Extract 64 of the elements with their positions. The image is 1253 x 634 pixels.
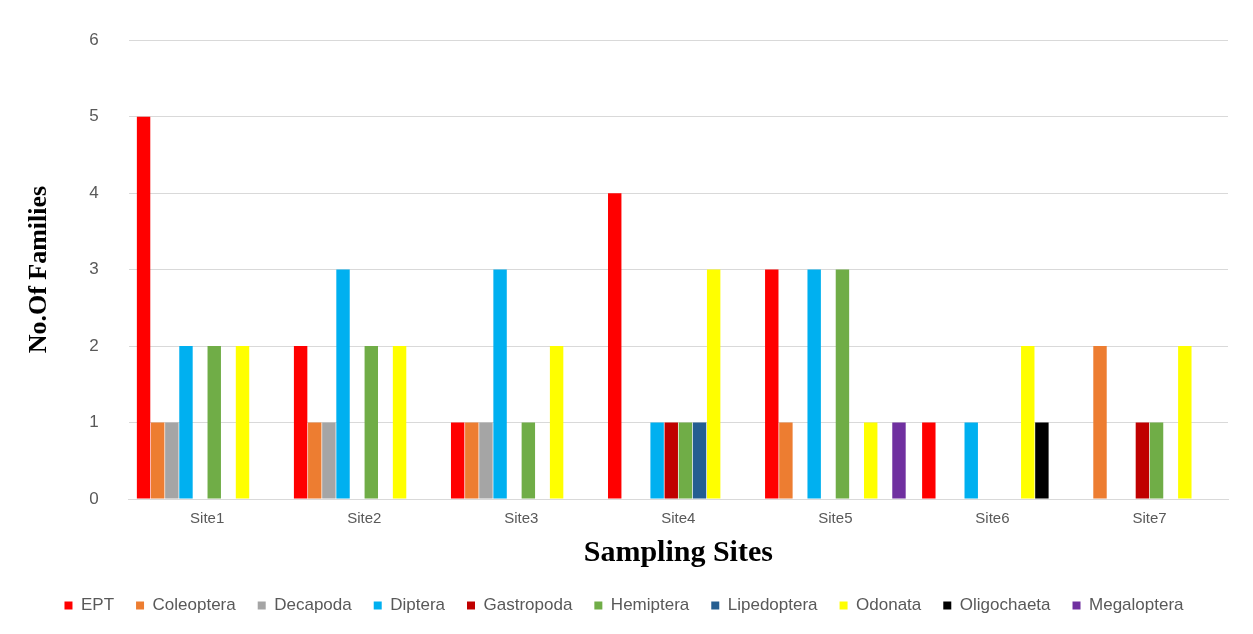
bar (964, 422, 978, 499)
y-tick-label: 2 (89, 335, 99, 355)
legend-label: Gastropoda (483, 595, 573, 615)
y-tick-label: 4 (89, 182, 99, 202)
bar (706, 269, 721, 499)
legend-label: Odonata (856, 595, 922, 615)
bar (521, 422, 536, 499)
bar (450, 422, 465, 499)
bar (136, 116, 151, 499)
x-axis-title: Sampling Sites (583, 533, 773, 567)
x-tick-label: Site6 (975, 509, 1010, 527)
x-tick-label: Site1 (190, 509, 225, 527)
bar (493, 269, 507, 499)
bar (207, 346, 221, 499)
bar (392, 346, 407, 499)
x-tick-label: Site5 (818, 509, 853, 527)
bar (835, 269, 850, 499)
bar (293, 346, 308, 499)
bar (650, 422, 664, 499)
bar (692, 422, 707, 499)
bar (235, 346, 250, 499)
x-tick-label: Site7 (1132, 509, 1167, 527)
bar (165, 422, 179, 499)
legend-label: Diptera (390, 595, 446, 615)
legend-label: EPT (80, 595, 115, 615)
bar (479, 422, 493, 499)
bar (892, 422, 906, 499)
bar (364, 346, 379, 499)
legend-label: Coleoptera (152, 595, 237, 615)
bar (179, 346, 193, 499)
bar (1093, 346, 1107, 499)
bar (678, 422, 693, 499)
bar (1149, 422, 1164, 499)
bar (608, 193, 622, 499)
bar (308, 422, 322, 499)
y-tick-label: 3 (89, 259, 99, 279)
bar (807, 269, 821, 499)
legend-label: Hemiptera (610, 595, 690, 615)
bar (1035, 422, 1049, 499)
bar (151, 422, 165, 499)
bar (922, 422, 936, 499)
bar (1178, 346, 1192, 499)
legend-label: Megaloptera (1089, 595, 1185, 615)
x-tick-label: Site3 (504, 509, 539, 527)
y-tick-label: 1 (89, 412, 99, 432)
y-tick-label: 0 (89, 488, 99, 508)
bar (336, 269, 350, 499)
bar (779, 422, 793, 499)
bar (664, 422, 678, 499)
bar (322, 422, 336, 499)
y-tick-label: 5 (89, 106, 99, 126)
bar (549, 346, 564, 499)
y-axis-title: No.Of Families (23, 185, 53, 354)
bar (1135, 422, 1150, 499)
y-tick-label: 6 (89, 29, 99, 49)
legend-label: Lipedoptera (727, 595, 819, 615)
bar (1021, 346, 1035, 499)
legend-label: Decapoda (274, 595, 353, 615)
bar (864, 422, 878, 499)
legend-label: Oligochaeta (959, 595, 1052, 615)
x-tick-label: Site2 (347, 509, 382, 527)
x-tick-label: Site4 (661, 509, 696, 527)
bar (765, 269, 779, 499)
bar (465, 422, 479, 499)
